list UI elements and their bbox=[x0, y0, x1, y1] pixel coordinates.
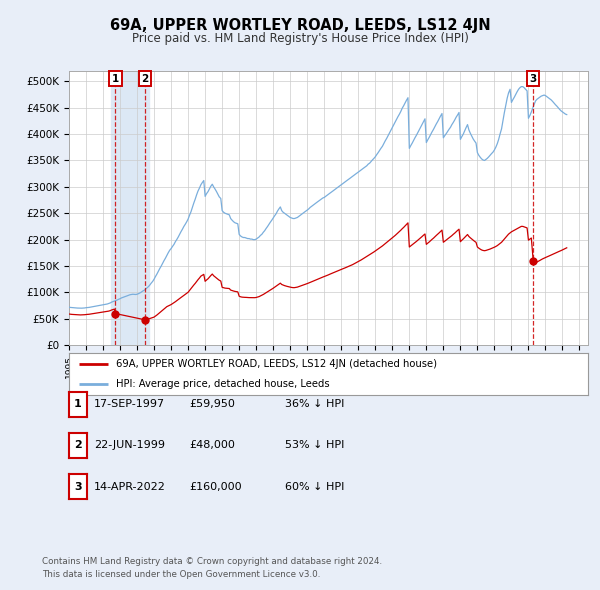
Text: 14-APR-2022: 14-APR-2022 bbox=[94, 482, 166, 491]
Text: £59,950: £59,950 bbox=[189, 399, 235, 409]
Text: 60% ↓ HPI: 60% ↓ HPI bbox=[285, 482, 344, 491]
Text: HPI: Average price, detached house, Leeds: HPI: Average price, detached house, Leed… bbox=[116, 379, 329, 389]
Text: 17-SEP-1997: 17-SEP-1997 bbox=[94, 399, 166, 409]
Text: Price paid vs. HM Land Registry's House Price Index (HPI): Price paid vs. HM Land Registry's House … bbox=[131, 32, 469, 45]
Text: 22-JUN-1999: 22-JUN-1999 bbox=[94, 441, 165, 450]
Text: £160,000: £160,000 bbox=[189, 482, 242, 491]
Text: 36% ↓ HPI: 36% ↓ HPI bbox=[285, 399, 344, 409]
Bar bbox=[111, 71, 149, 345]
Text: 3: 3 bbox=[74, 482, 82, 491]
Text: 69A, UPPER WORTLEY ROAD, LEEDS, LS12 4JN: 69A, UPPER WORTLEY ROAD, LEEDS, LS12 4JN bbox=[110, 18, 490, 32]
Text: 69A, UPPER WORTLEY ROAD, LEEDS, LS12 4JN (detached house): 69A, UPPER WORTLEY ROAD, LEEDS, LS12 4JN… bbox=[116, 359, 437, 369]
Text: 2: 2 bbox=[142, 74, 149, 84]
Text: 1: 1 bbox=[112, 74, 119, 84]
Text: 3: 3 bbox=[530, 74, 537, 84]
Text: 53% ↓ HPI: 53% ↓ HPI bbox=[285, 441, 344, 450]
Text: 2: 2 bbox=[74, 441, 82, 450]
Text: Contains HM Land Registry data © Crown copyright and database right 2024.: Contains HM Land Registry data © Crown c… bbox=[42, 558, 382, 566]
Text: £48,000: £48,000 bbox=[189, 441, 235, 450]
Text: This data is licensed under the Open Government Licence v3.0.: This data is licensed under the Open Gov… bbox=[42, 571, 320, 579]
Text: 1: 1 bbox=[74, 399, 82, 409]
